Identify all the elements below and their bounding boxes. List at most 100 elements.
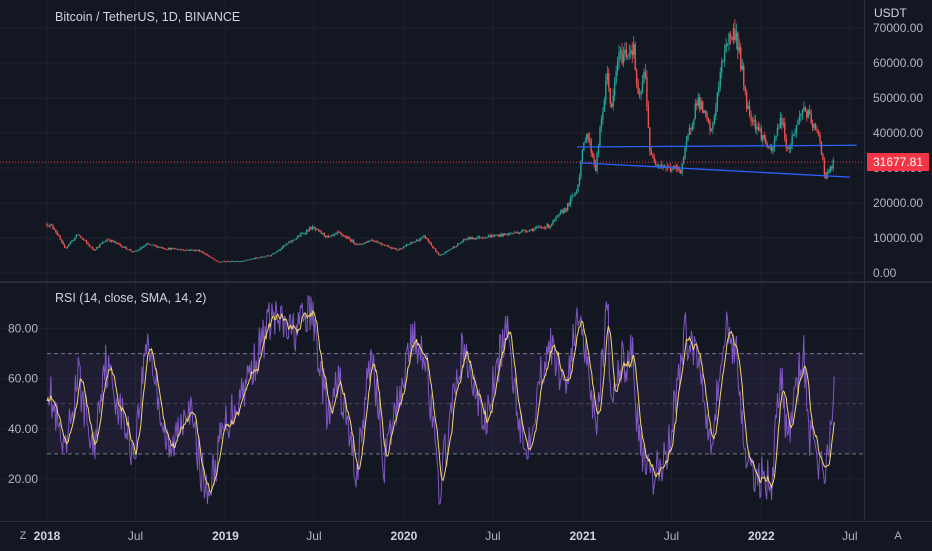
candle-body xyxy=(370,239,372,242)
candle-body xyxy=(547,224,550,228)
candle-body xyxy=(179,249,182,251)
candle-body xyxy=(640,91,642,95)
candle-body xyxy=(499,234,501,237)
candle-body xyxy=(800,114,802,117)
candle-body xyxy=(77,234,79,236)
candle-body xyxy=(367,240,369,243)
candle-body xyxy=(352,239,355,243)
candle-body xyxy=(99,244,101,248)
time-axis[interactable]: Z A 2018 Jul 2019 Jul 2020 Jul 2021 Jul 2022 Jul xyxy=(0,521,932,551)
candle-body xyxy=(778,127,780,129)
candle-body xyxy=(376,241,378,243)
candle-body xyxy=(146,243,148,245)
candle-body xyxy=(685,140,688,147)
candle-body xyxy=(417,240,419,242)
candle-body xyxy=(647,106,650,128)
candle-body xyxy=(392,247,394,249)
rsi-pane[interactable]: 80.00 60.00 40.00 20.00 RSI (14, close, SMA… xyxy=(0,283,932,521)
candle-body xyxy=(102,242,104,244)
symbol-title[interactable]: Bitcoin / TetherUS, 1D, BINANCE xyxy=(55,10,241,24)
candle-body xyxy=(493,235,496,237)
candle-body xyxy=(718,86,720,93)
candle-body xyxy=(285,244,287,246)
candle-body xyxy=(116,243,119,244)
candle-body xyxy=(332,235,334,236)
candle-body xyxy=(385,245,387,247)
price-pane[interactable]: 70000.0060000.0050000.0040000.0030000.00… xyxy=(0,0,932,282)
candle-body xyxy=(819,134,821,143)
candle-body xyxy=(528,229,531,232)
candle-body xyxy=(418,239,421,242)
candle-body xyxy=(379,242,381,244)
candle-body xyxy=(427,238,430,242)
candle-body xyxy=(175,248,177,250)
candle-body xyxy=(696,103,698,106)
zoom-reset-button[interactable]: Z xyxy=(19,530,27,542)
candle-body xyxy=(166,249,168,251)
candle-body xyxy=(294,239,296,241)
candle-body xyxy=(624,49,626,55)
candle-body xyxy=(121,245,123,248)
candle-body xyxy=(459,242,462,244)
candle-body xyxy=(194,249,196,251)
candle-body xyxy=(229,261,232,263)
candle-body xyxy=(157,246,160,248)
candle-body xyxy=(659,164,661,166)
candle-body xyxy=(483,237,485,239)
candle-body xyxy=(97,246,100,248)
candle-body xyxy=(185,249,188,251)
candle-body xyxy=(300,233,302,237)
candle-body xyxy=(722,60,724,62)
candle-body xyxy=(338,231,340,233)
candle-body xyxy=(423,235,425,237)
candle-body xyxy=(757,126,760,130)
candle-body xyxy=(414,241,416,243)
candle-body xyxy=(244,260,246,262)
candle-body xyxy=(798,116,801,121)
candle-body xyxy=(753,119,755,122)
candle-body xyxy=(748,106,751,115)
pane-divider[interactable] xyxy=(0,281,932,283)
candle-body xyxy=(151,244,154,246)
candle-body xyxy=(492,235,494,237)
candle-body xyxy=(169,248,171,250)
candle-body xyxy=(432,245,434,248)
candle-body xyxy=(326,235,328,238)
candle-body xyxy=(521,230,523,233)
candle-body xyxy=(613,82,616,96)
candle-body xyxy=(78,234,80,236)
candle-body xyxy=(65,247,67,249)
candle-body xyxy=(555,216,557,220)
candle-body xyxy=(531,229,534,231)
rsi-title[interactable]: RSI (14, close, SMA, 14, 2) xyxy=(55,291,207,305)
candle-body xyxy=(638,93,641,95)
candle-body xyxy=(71,240,73,243)
candle-body xyxy=(115,241,117,244)
candle-body xyxy=(138,249,141,251)
candle-body xyxy=(170,248,173,250)
candle-body xyxy=(324,235,327,238)
candle-body xyxy=(725,44,727,53)
candle-body xyxy=(292,239,295,241)
candle-body xyxy=(107,239,110,241)
price-chart[interactable]: 70000.0060000.0050000.0040000.0030000.00… xyxy=(0,0,932,282)
candle-body xyxy=(327,235,330,238)
candle-body xyxy=(90,246,92,248)
candle-body xyxy=(489,235,491,238)
candle-body xyxy=(47,225,50,227)
candle-body xyxy=(433,247,435,249)
candle-body xyxy=(575,192,578,194)
candle-body xyxy=(503,233,506,235)
candle-body xyxy=(534,228,537,229)
candle-body xyxy=(797,120,799,125)
auto-scale-button[interactable]: A xyxy=(894,530,902,542)
candle-body xyxy=(201,251,204,253)
candle-body xyxy=(295,237,298,240)
rsi-chart[interactable]: 80.00 60.00 40.00 20.00 xyxy=(0,283,932,521)
candle-body xyxy=(258,257,261,259)
candle-body xyxy=(462,239,465,242)
candle-body xyxy=(383,244,386,246)
candle-body xyxy=(509,233,512,235)
candle-body xyxy=(549,225,551,228)
candle-body xyxy=(656,164,658,166)
